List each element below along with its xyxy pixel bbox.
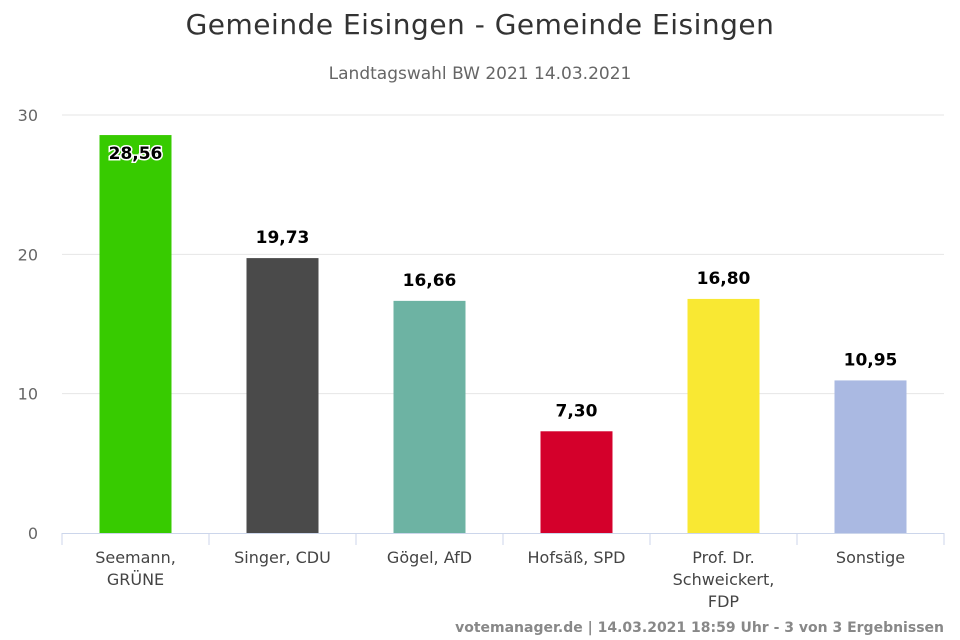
x-tick-label: Gögel, AfD [387, 548, 472, 567]
bar[interactable] [540, 431, 613, 533]
bar[interactable] [99, 135, 172, 533]
data-label: 28,56 [109, 144, 163, 164]
data-label: 7,30 [556, 401, 598, 421]
chart-subtitle: Landtagswahl BW 2021 14.03.2021 [328, 64, 632, 84]
data-label: 10,95 [844, 350, 898, 370]
bar[interactable] [687, 298, 760, 533]
chart-title: Gemeinde Eisingen - Gemeinde Eisingen [185, 8, 775, 41]
data-label: 16,80 [697, 269, 751, 289]
x-tick-label: Singer, CDU [234, 548, 331, 567]
y-tick-label: 20 [18, 245, 38, 264]
data-label: 16,66 [403, 271, 457, 291]
bar[interactable] [393, 300, 466, 533]
x-tick-label: Sonstige [836, 548, 905, 567]
x-tick-label: Seemann, GRÜNE [95, 548, 176, 589]
y-tick-label: 10 [18, 385, 38, 404]
credits[interactable]: votemanager.de | 14.03.2021 18:59 Uhr - … [455, 620, 944, 636]
bar[interactable] [246, 258, 319, 533]
data-label: 19,73 [256, 228, 310, 248]
y-tick-label: 0 [28, 524, 38, 543]
x-tick-label: Hofsäß, SPD [528, 548, 626, 567]
x-tick-label: Prof. Dr. Schweickert, FDP [673, 548, 775, 611]
y-tick-label: 30 [18, 106, 38, 125]
bar[interactable] [834, 380, 907, 533]
